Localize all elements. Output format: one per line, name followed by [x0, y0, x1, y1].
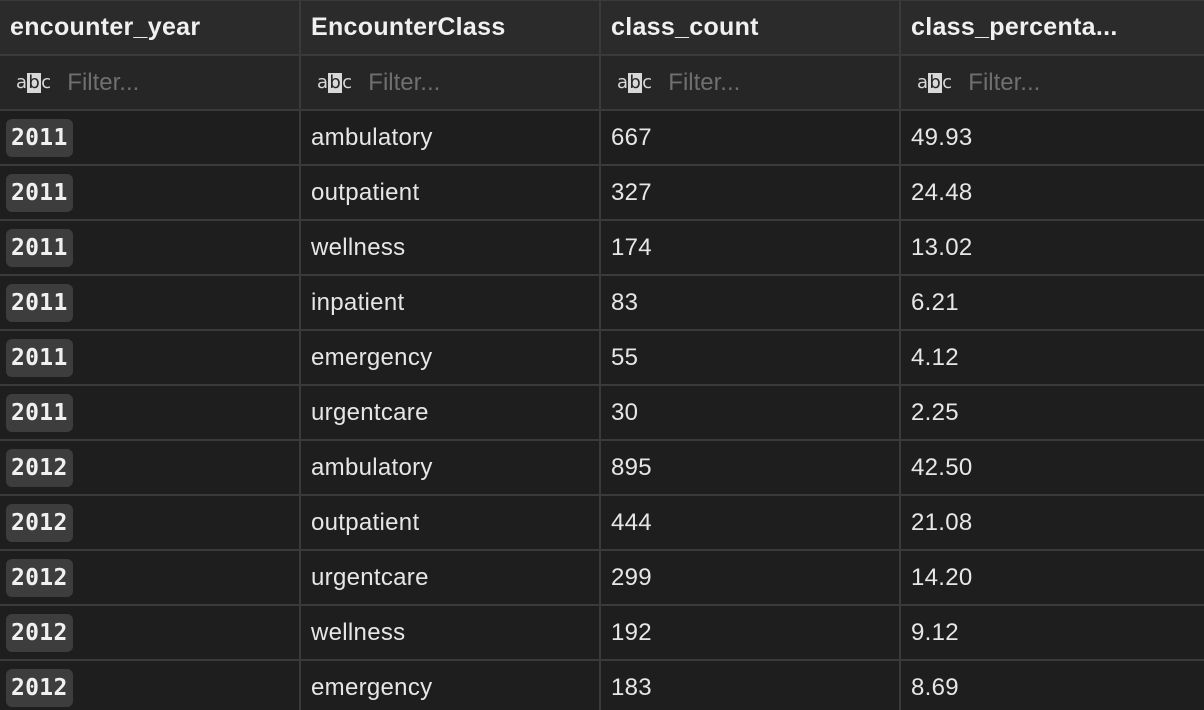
- cell-encounter-class[interactable]: ambulatory: [301, 111, 601, 164]
- cell-encounter-class[interactable]: outpatient: [301, 166, 601, 219]
- cell-class-percentage[interactable]: 49.93: [911, 123, 973, 151]
- cell-encounter-year[interactable]: 2012: [0, 551, 301, 604]
- cell-encounter-class[interactable]: emergency: [301, 331, 601, 384]
- cell-class-percentage[interactable]: 8.69: [911, 673, 959, 701]
- cell-class-count[interactable]: 55: [601, 331, 901, 384]
- cell-encounter-year[interactable]: 2012: [0, 496, 301, 549]
- column-header-encounter-year[interactable]: encounter_year: [0, 1, 301, 54]
- cell-class-count[interactable]: 444: [601, 496, 901, 549]
- cell-encounter-class[interactable]: inpatient: [301, 276, 601, 329]
- table-row[interactable]: 2012 urgentcare 299 14.20: [0, 551, 1204, 606]
- year-badge: 2011: [6, 283, 73, 322]
- cell-encounter-class[interactable]: urgentcare: [301, 551, 601, 604]
- cell-class-count[interactable]: 299: [601, 551, 901, 604]
- cell-class-percentage[interactable]: 24.48: [911, 178, 973, 206]
- cell-encounter-class[interactable]: ambulatory: [301, 441, 601, 494]
- filter-input-class-percentage[interactable]: [968, 68, 1169, 97]
- header-row: encounter_year EncounterClass class_coun…: [0, 0, 1204, 56]
- cell-encounter-class[interactable]: urgentcare: [301, 386, 601, 439]
- cell-class-count[interactable]: 192: [601, 606, 901, 659]
- cell-class-percentage[interactable]: 2.25: [911, 398, 959, 426]
- table-row[interactable]: 2011 outpatient 327 24.48: [0, 166, 1204, 221]
- table-row[interactable]: 2011 emergency 55 4.12: [0, 331, 1204, 386]
- cell-class-percentage[interactable]: 9.12: [911, 618, 959, 646]
- year-badge: 2012: [6, 613, 73, 652]
- year-badge: 2011: [6, 118, 73, 157]
- year-badge: 2011: [6, 228, 73, 267]
- year-badge: 2011: [6, 173, 73, 212]
- cell-encounter-class[interactable]: emergency: [301, 661, 601, 710]
- cell-class-percentage[interactable]: 14.20: [911, 563, 973, 591]
- cell-class-count[interactable]: 667: [601, 111, 901, 164]
- cell-class-count[interactable]: 327: [601, 166, 901, 219]
- cell-class-count[interactable]: 83: [601, 276, 901, 329]
- cell-class-percentage[interactable]: 42.50: [911, 453, 973, 481]
- cell-encounter-year[interactable]: 2012: [0, 441, 301, 494]
- cell-class-percentage[interactable]: 6.21: [911, 288, 959, 316]
- filter-input-encounter-year[interactable]: [67, 68, 268, 97]
- table-row[interactable]: 2011 wellness 174 13.02: [0, 221, 1204, 276]
- table-row[interactable]: 2012 outpatient 444 21.08: [0, 496, 1204, 551]
- table-row[interactable]: 2012 ambulatory 895 42.50: [0, 441, 1204, 496]
- table-row[interactable]: 2011 inpatient 83 6.21: [0, 276, 1204, 331]
- filter-input-encounter-class[interactable]: [368, 68, 569, 97]
- cell-encounter-year[interactable]: 2012: [0, 606, 301, 659]
- cell-encounter-year[interactable]: 2011: [0, 276, 301, 329]
- year-badge: 2012: [6, 448, 73, 487]
- cell-class-percentage[interactable]: 4.12: [911, 343, 959, 371]
- year-badge: 2012: [6, 668, 73, 707]
- cell-encounter-class[interactable]: wellness: [301, 221, 601, 274]
- year-badge: 2012: [6, 558, 73, 597]
- table-row[interactable]: 2011 ambulatory 667 49.93: [0, 111, 1204, 166]
- table-row[interactable]: 2012 emergency 183 8.69: [0, 661, 1204, 710]
- year-badge: 2011: [6, 393, 73, 432]
- cell-encounter-year[interactable]: 2012: [0, 661, 301, 710]
- cell-class-count[interactable]: 30: [601, 386, 901, 439]
- cell-encounter-year[interactable]: 2011: [0, 221, 301, 274]
- table-row[interactable]: 2012 wellness 192 9.12: [0, 606, 1204, 661]
- cell-encounter-year[interactable]: 2011: [0, 331, 301, 384]
- cell-encounter-year[interactable]: 2011: [0, 166, 301, 219]
- cell-encounter-year[interactable]: 2011: [0, 386, 301, 439]
- cell-encounter-year[interactable]: 2011: [0, 111, 301, 164]
- cell-class-percentage[interactable]: 21.08: [911, 508, 973, 536]
- filter-row: abc abc abc abc: [0, 56, 1204, 111]
- cell-encounter-class[interactable]: wellness: [301, 606, 601, 659]
- column-header-encounter-class[interactable]: EncounterClass: [301, 1, 601, 54]
- cell-class-count[interactable]: 183: [601, 661, 901, 710]
- year-badge: 2011: [6, 338, 73, 377]
- cell-class-count[interactable]: 895: [601, 441, 901, 494]
- year-badge: 2012: [6, 503, 73, 542]
- cell-class-count[interactable]: 174: [601, 221, 901, 274]
- column-header-class-percentage[interactable]: class_percenta...: [911, 13, 1118, 41]
- column-header-class-count[interactable]: class_count: [601, 1, 901, 54]
- cell-encounter-class[interactable]: outpatient: [301, 496, 601, 549]
- cell-class-percentage[interactable]: 13.02: [911, 233, 973, 261]
- table-row[interactable]: 2011 urgentcare 30 2.25: [0, 386, 1204, 441]
- filter-input-class-count[interactable]: [668, 68, 869, 97]
